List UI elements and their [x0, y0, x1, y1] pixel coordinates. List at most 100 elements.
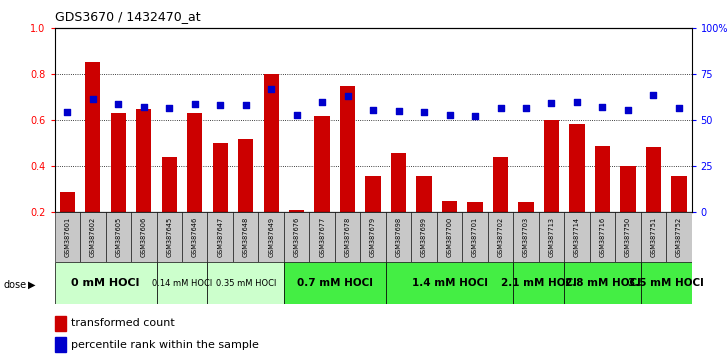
Point [571, 99, 583, 105]
Text: GSM387677: GSM387677 [319, 217, 325, 257]
Bar [671, 176, 687, 212]
Bar [666, 212, 692, 262]
Bar [641, 262, 692, 304]
Text: GSM387700: GSM387700 [446, 217, 453, 257]
Text: GSM387679: GSM387679 [370, 217, 376, 257]
Bar [513, 212, 539, 262]
Point [673, 105, 685, 110]
Point [648, 92, 660, 98]
Point [393, 108, 405, 114]
Bar [207, 262, 284, 304]
Point [240, 103, 252, 108]
Bar [437, 212, 462, 262]
Point [419, 109, 430, 115]
Bar [590, 212, 615, 262]
Point [444, 112, 456, 118]
Bar [55, 337, 66, 352]
Point [113, 102, 124, 107]
Text: ▶: ▶ [28, 280, 35, 290]
Point [62, 109, 73, 115]
Bar [442, 201, 457, 212]
Bar [360, 212, 386, 262]
Bar [462, 212, 488, 262]
Bar [386, 212, 411, 262]
Text: 2.1 mM HOCl: 2.1 mM HOCl [501, 278, 577, 288]
Bar [544, 120, 559, 212]
Point [138, 104, 150, 109]
Bar [60, 192, 75, 212]
Bar [131, 212, 157, 262]
Text: GSM387649: GSM387649 [268, 217, 274, 257]
Bar [187, 114, 202, 212]
Bar [136, 109, 151, 212]
Text: GSM387701: GSM387701 [472, 217, 478, 257]
Text: GSM387676: GSM387676 [293, 217, 300, 257]
Bar [289, 210, 304, 212]
Bar [85, 62, 100, 212]
Text: GSM387713: GSM387713 [548, 217, 555, 257]
Text: percentile rank within the sample: percentile rank within the sample [71, 339, 258, 350]
Text: GSM387716: GSM387716 [599, 217, 606, 257]
Bar [513, 262, 564, 304]
Point [215, 103, 226, 108]
Bar [569, 124, 585, 212]
Bar [365, 176, 381, 212]
Bar [111, 114, 126, 212]
Text: GSM387648: GSM387648 [242, 217, 249, 257]
Text: GSM387703: GSM387703 [523, 217, 529, 257]
Text: GSM387602: GSM387602 [90, 217, 96, 257]
Text: 0 mM HOCl: 0 mM HOCl [71, 278, 140, 288]
Bar [55, 316, 66, 331]
Point [317, 99, 328, 105]
Bar [157, 262, 207, 304]
Bar [416, 176, 432, 212]
Text: 2.8 mM HOCl: 2.8 mM HOCl [564, 278, 641, 288]
Bar [615, 212, 641, 262]
Point [597, 104, 609, 109]
Point [164, 105, 175, 110]
Bar [564, 262, 641, 304]
Text: dose: dose [4, 280, 27, 290]
Text: GSM387647: GSM387647 [217, 217, 223, 257]
Text: GSM387605: GSM387605 [115, 217, 122, 257]
Bar [55, 212, 80, 262]
Text: GSM387606: GSM387606 [141, 217, 147, 257]
Text: GSM387714: GSM387714 [574, 217, 580, 257]
Text: 1.4 mM HOCl: 1.4 mM HOCl [411, 278, 488, 288]
Point [291, 112, 303, 118]
Bar [493, 157, 508, 212]
Bar [539, 212, 564, 262]
Text: 0.35 mM HOCl: 0.35 mM HOCl [215, 279, 276, 288]
Text: 0.7 mM HOCl: 0.7 mM HOCl [297, 278, 373, 288]
Text: 3.5 mM HOCl: 3.5 mM HOCl [628, 278, 704, 288]
Point [342, 93, 354, 99]
Text: GSM387751: GSM387751 [650, 217, 657, 257]
Text: 0.14 mM HOCl: 0.14 mM HOCl [152, 279, 212, 288]
Bar [340, 86, 355, 212]
Bar [314, 116, 330, 212]
Bar [411, 212, 437, 262]
Bar [106, 212, 131, 262]
Bar [620, 166, 636, 212]
Bar [55, 262, 157, 304]
Bar [641, 212, 666, 262]
Point [189, 102, 201, 107]
Bar [162, 157, 177, 212]
Text: GSM387699: GSM387699 [421, 217, 427, 257]
Text: GSM387678: GSM387678 [344, 217, 351, 257]
Bar [213, 143, 228, 212]
Point [521, 105, 532, 110]
Bar [646, 147, 661, 212]
Bar [284, 212, 309, 262]
Bar [284, 262, 386, 304]
Point [368, 107, 379, 113]
Point [622, 107, 634, 113]
Bar [258, 212, 284, 262]
Bar [518, 202, 534, 212]
Bar [80, 212, 106, 262]
Bar [309, 212, 335, 262]
Bar [488, 212, 513, 262]
Bar [157, 212, 182, 262]
Bar [238, 139, 253, 212]
Point [470, 113, 481, 119]
